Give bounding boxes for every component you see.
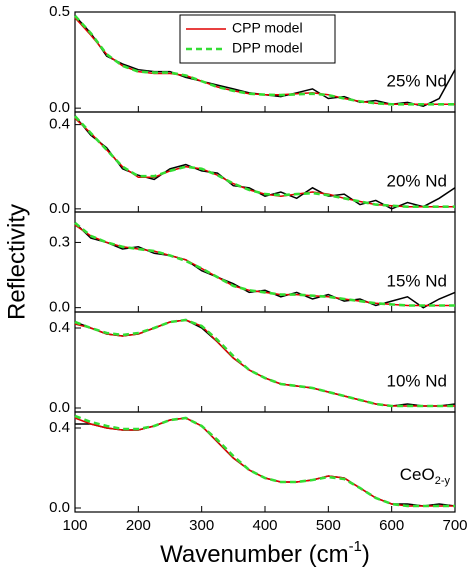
- plot-frame: [74, 411, 456, 513]
- series-line: [74, 414, 455, 508]
- x-axis-label-part: -1: [349, 538, 362, 555]
- x-tick-label: 600: [379, 517, 404, 534]
- series-line: [75, 417, 456, 507]
- plot-frame: [74, 311, 456, 413]
- y-tick-label: 0.0: [49, 99, 70, 116]
- panel-label-part: 2-y: [435, 475, 451, 487]
- x-axis-label: Wavenumber (cm-1): [160, 538, 370, 568]
- x-axis-label-part: Wavenumber (cm: [160, 541, 348, 568]
- series-line: [74, 115, 456, 210]
- series-line: [74, 319, 455, 407]
- y-tick-label: 0.0: [49, 499, 70, 516]
- series-line: [74, 14, 455, 106]
- series-line: [74, 221, 455, 307]
- y-tick-label: 0.0: [49, 200, 70, 217]
- series-line: [74, 318, 455, 408]
- y-tick-label: 0.4: [49, 419, 70, 436]
- x-axis-label-part: ): [362, 541, 370, 568]
- y-tick-label: 0.4: [49, 116, 70, 133]
- x-tick-label: 300: [189, 517, 214, 534]
- series-line: [74, 417, 455, 507]
- y-tick-label: 0.0: [49, 299, 70, 316]
- y-axis-label: Reflectivity: [3, 204, 30, 320]
- panel-label: 25% Nd: [387, 71, 447, 90]
- y-tick-label: 0.4: [49, 319, 70, 336]
- x-tick-label: 100: [62, 517, 87, 534]
- y-tick-label: 0.3: [49, 233, 70, 250]
- series-line: [74, 319, 456, 407]
- panel-label: 10% Nd: [387, 371, 447, 390]
- panel-label: 20% Nd: [387, 171, 447, 190]
- x-tick-label: 200: [126, 517, 151, 534]
- legend-label: DPP model: [232, 40, 303, 56]
- panel-label: 15% Nd: [387, 271, 447, 290]
- y-tick-label: 0.5: [49, 3, 70, 20]
- x-tick-label: 700: [442, 517, 467, 534]
- x-tick-label: 500: [316, 517, 341, 534]
- legend-box: [179, 14, 336, 64]
- plot-frame: [74, 211, 456, 313]
- legend-label: CPP model: [232, 20, 303, 36]
- panel-label: CeO2-y: [400, 465, 451, 486]
- series-line: [74, 115, 455, 208]
- plot-frame: [74, 111, 456, 213]
- panel-label-part: CeO: [400, 465, 435, 484]
- y-tick-label: 0.0: [49, 399, 70, 416]
- x-tick-label: 400: [252, 517, 277, 534]
- series-line: [74, 222, 456, 309]
